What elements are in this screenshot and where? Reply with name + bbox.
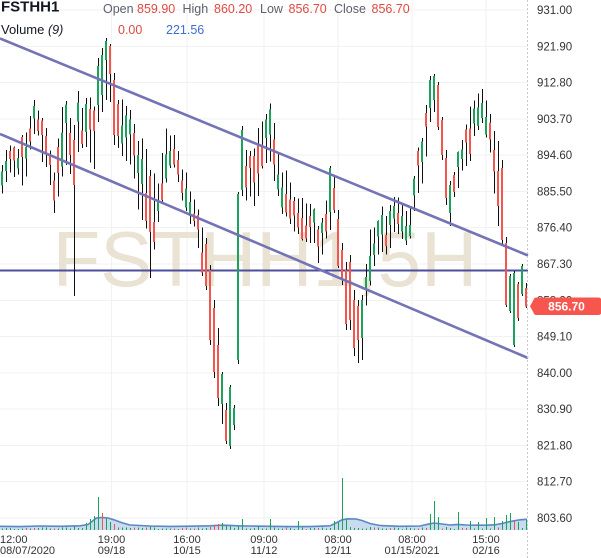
svg-text:859.90: 859.90 <box>137 2 175 16</box>
svg-text:High: High <box>183 2 209 16</box>
svg-text:01/15/2021: 01/15/2021 <box>384 545 439 557</box>
svg-text:15:00: 15:00 <box>472 534 500 546</box>
svg-text:931.00: 931.00 <box>537 5 572 17</box>
svg-text:912.80: 912.80 <box>537 78 572 90</box>
svg-text:856.70: 856.70 <box>548 300 585 314</box>
svg-text:FSTHH1,5H: FSTHH1,5H <box>53 215 478 303</box>
svg-text:876.40: 876.40 <box>537 223 572 235</box>
svg-text:856.70: 856.70 <box>289 2 327 16</box>
svg-text:08:00: 08:00 <box>398 534 426 546</box>
svg-text:0.00: 0.00 <box>118 23 142 37</box>
svg-text:19:00: 19:00 <box>98 534 126 546</box>
svg-text:02/16: 02/16 <box>472 545 500 557</box>
svg-text:08:00: 08:00 <box>324 534 352 546</box>
svg-text:830.90: 830.90 <box>537 404 572 416</box>
svg-text:840.00: 840.00 <box>537 368 572 380</box>
svg-text:803.60: 803.60 <box>537 513 572 525</box>
svg-text:821.80: 821.80 <box>537 440 572 452</box>
svg-text:12:00: 12:00 <box>0 534 28 546</box>
svg-text:849.10: 849.10 <box>537 332 572 344</box>
svg-text:08/07/2020: 08/07/2020 <box>0 545 55 557</box>
svg-text:921.90: 921.90 <box>537 41 572 53</box>
svg-text:FSTHH1: FSTHH1 <box>1 0 59 16</box>
svg-text:221.56: 221.56 <box>166 23 204 37</box>
svg-text:10/15: 10/15 <box>173 545 201 557</box>
svg-text:867.30: 867.30 <box>537 259 572 271</box>
svg-text:11/12: 11/12 <box>251 545 278 557</box>
svg-text:Open: Open <box>103 2 134 16</box>
svg-text:885.50: 885.50 <box>537 186 572 198</box>
svg-text:860.20: 860.20 <box>214 2 252 16</box>
svg-text:Close: Close <box>334 2 366 16</box>
svg-text:812.70: 812.70 <box>537 477 572 489</box>
svg-text:16:00: 16:00 <box>173 534 201 546</box>
svg-text:903.70: 903.70 <box>537 114 572 126</box>
svg-text:09:00: 09:00 <box>250 534 278 546</box>
svg-text:Low: Low <box>260 2 284 16</box>
svg-text:09/18: 09/18 <box>98 545 126 557</box>
svg-text:12/11: 12/11 <box>325 545 352 557</box>
svg-text:Volume (9): Volume (9) <box>1 22 63 37</box>
svg-text:894.60: 894.60 <box>537 150 572 162</box>
svg-text:856.70: 856.70 <box>372 2 410 16</box>
